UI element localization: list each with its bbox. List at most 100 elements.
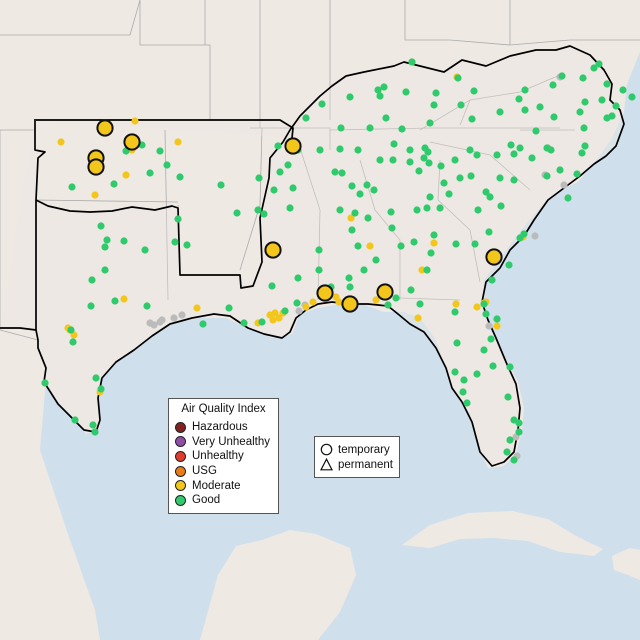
good-monitor-marker[interactable] — [363, 181, 371, 189]
good-monitor-marker[interactable] — [468, 115, 476, 123]
good-monitor-marker[interactable] — [456, 174, 464, 182]
moderate-temporary-monitor-marker[interactable] — [316, 284, 334, 302]
good-monitor-marker[interactable] — [171, 238, 179, 246]
good-monitor-marker[interactable] — [510, 176, 518, 184]
good-monitor-marker[interactable] — [336, 206, 344, 214]
good-monitor-marker[interactable] — [346, 93, 354, 101]
good-monitor-marker[interactable] — [92, 374, 100, 382]
good-monitor-marker[interactable] — [41, 379, 49, 387]
good-monitor-marker[interactable] — [543, 172, 551, 180]
good-monitor-marker[interactable] — [503, 448, 511, 456]
good-monitor-marker[interactable] — [506, 363, 514, 371]
good-monitor-marker[interactable] — [346, 283, 354, 291]
good-monitor-marker[interactable] — [354, 146, 362, 154]
moderate-monitor-marker[interactable] — [366, 242, 374, 250]
moderate-monitor-marker[interactable] — [452, 300, 460, 308]
good-monitor-marker[interactable] — [515, 95, 523, 103]
good-monitor-marker[interactable] — [415, 167, 423, 175]
good-monitor-marker[interactable] — [564, 194, 572, 202]
good-monitor-marker[interactable] — [463, 399, 471, 407]
good-monitor-marker[interactable] — [423, 204, 431, 212]
moderate-monitor-marker[interactable] — [91, 191, 99, 199]
good-monitor-marker[interactable] — [432, 89, 440, 97]
good-monitor-marker[interactable] — [457, 101, 465, 109]
moderate-monitor-marker[interactable] — [120, 295, 128, 303]
good-monitor-marker[interactable] — [233, 209, 241, 217]
good-monitor-marker[interactable] — [547, 146, 555, 154]
good-monitor-marker[interactable] — [440, 179, 448, 187]
moderate-monitor-marker[interactable] — [414, 314, 422, 322]
good-monitor-marker[interactable] — [397, 242, 405, 250]
moderate-monitor-marker[interactable] — [493, 322, 501, 330]
good-monitor-marker[interactable] — [366, 124, 374, 132]
no-data-monitor-marker[interactable] — [158, 316, 166, 324]
good-monitor-marker[interactable] — [427, 249, 435, 257]
good-monitor-marker[interactable] — [536, 103, 544, 111]
moderate-monitor-marker[interactable] — [122, 171, 130, 179]
moderate-monitor-marker[interactable] — [372, 296, 380, 304]
good-monitor-marker[interactable] — [351, 209, 359, 217]
good-monitor-marker[interactable] — [281, 307, 289, 315]
good-monitor-marker[interactable] — [436, 204, 444, 212]
good-monitor-marker[interactable] — [360, 266, 368, 274]
good-monitor-marker[interactable] — [389, 156, 397, 164]
good-monitor-marker[interactable] — [103, 236, 111, 244]
good-monitor-marker[interactable] — [579, 74, 587, 82]
good-monitor-marker[interactable] — [176, 173, 184, 181]
good-monitor-marker[interactable] — [467, 172, 475, 180]
good-monitor-marker[interactable] — [146, 169, 154, 177]
good-monitor-marker[interactable] — [460, 376, 468, 384]
good-monitor-marker[interactable] — [274, 142, 282, 150]
good-monitor-marker[interactable] — [268, 282, 276, 290]
good-monitor-marker[interactable] — [97, 222, 105, 230]
good-monitor-marker[interactable] — [421, 144, 429, 152]
good-monitor-marker[interactable] — [580, 124, 588, 132]
good-monitor-marker[interactable] — [532, 127, 540, 135]
good-monitor-marker[interactable] — [387, 208, 395, 216]
good-monitor-marker[interactable] — [240, 319, 248, 327]
good-monitor-marker[interactable] — [293, 299, 301, 307]
good-monitor-marker[interactable] — [496, 174, 504, 182]
good-monitor-marker[interactable] — [254, 206, 262, 214]
good-monitor-marker[interactable] — [110, 180, 118, 188]
no-data-monitor-marker[interactable] — [170, 314, 178, 322]
no-data-monitor-marker[interactable] — [531, 232, 539, 240]
good-monitor-marker[interactable] — [430, 231, 438, 239]
good-monitor-marker[interactable] — [71, 416, 79, 424]
good-monitor-marker[interactable] — [515, 419, 523, 427]
good-monitor-marker[interactable] — [578, 149, 586, 157]
good-monitor-marker[interactable] — [420, 154, 428, 162]
good-monitor-marker[interactable] — [315, 246, 323, 254]
good-monitor-marker[interactable] — [430, 101, 438, 109]
good-monitor-marker[interactable] — [89, 421, 97, 429]
moderate-temporary-monitor-marker[interactable] — [264, 241, 282, 259]
good-monitor-marker[interactable] — [628, 93, 636, 101]
good-monitor-marker[interactable] — [603, 80, 611, 88]
good-monitor-marker[interactable] — [504, 393, 512, 401]
good-monitor-marker[interactable] — [331, 168, 339, 176]
moderate-monitor-marker[interactable] — [275, 314, 283, 322]
good-monitor-marker[interactable] — [276, 168, 284, 176]
good-monitor-marker[interactable] — [356, 190, 364, 198]
good-monitor-marker[interactable] — [558, 72, 566, 80]
good-monitor-marker[interactable] — [451, 308, 459, 316]
good-monitor-marker[interactable] — [174, 215, 182, 223]
moderate-monitor-marker[interactable] — [174, 138, 182, 146]
good-monitor-marker[interactable] — [101, 243, 109, 251]
good-monitor-marker[interactable] — [413, 206, 421, 214]
good-monitor-marker[interactable] — [550, 113, 558, 121]
good-monitor-marker[interactable] — [156, 147, 164, 155]
good-monitor-marker[interactable] — [91, 428, 99, 436]
good-monitor-marker[interactable] — [407, 286, 415, 294]
good-monitor-marker[interactable] — [141, 246, 149, 254]
good-monitor-marker[interactable] — [466, 146, 474, 154]
moderate-temporary-monitor-marker[interactable] — [284, 137, 302, 155]
good-monitor-marker[interactable] — [183, 241, 191, 249]
moderate-temporary-monitor-marker[interactable] — [376, 283, 394, 301]
good-monitor-marker[interactable] — [454, 74, 462, 82]
good-monitor-marker[interactable] — [451, 368, 459, 376]
good-monitor-marker[interactable] — [556, 166, 564, 174]
good-monitor-marker[interactable] — [384, 301, 392, 309]
good-monitor-marker[interactable] — [380, 83, 388, 91]
good-monitor-marker[interactable] — [453, 339, 461, 347]
